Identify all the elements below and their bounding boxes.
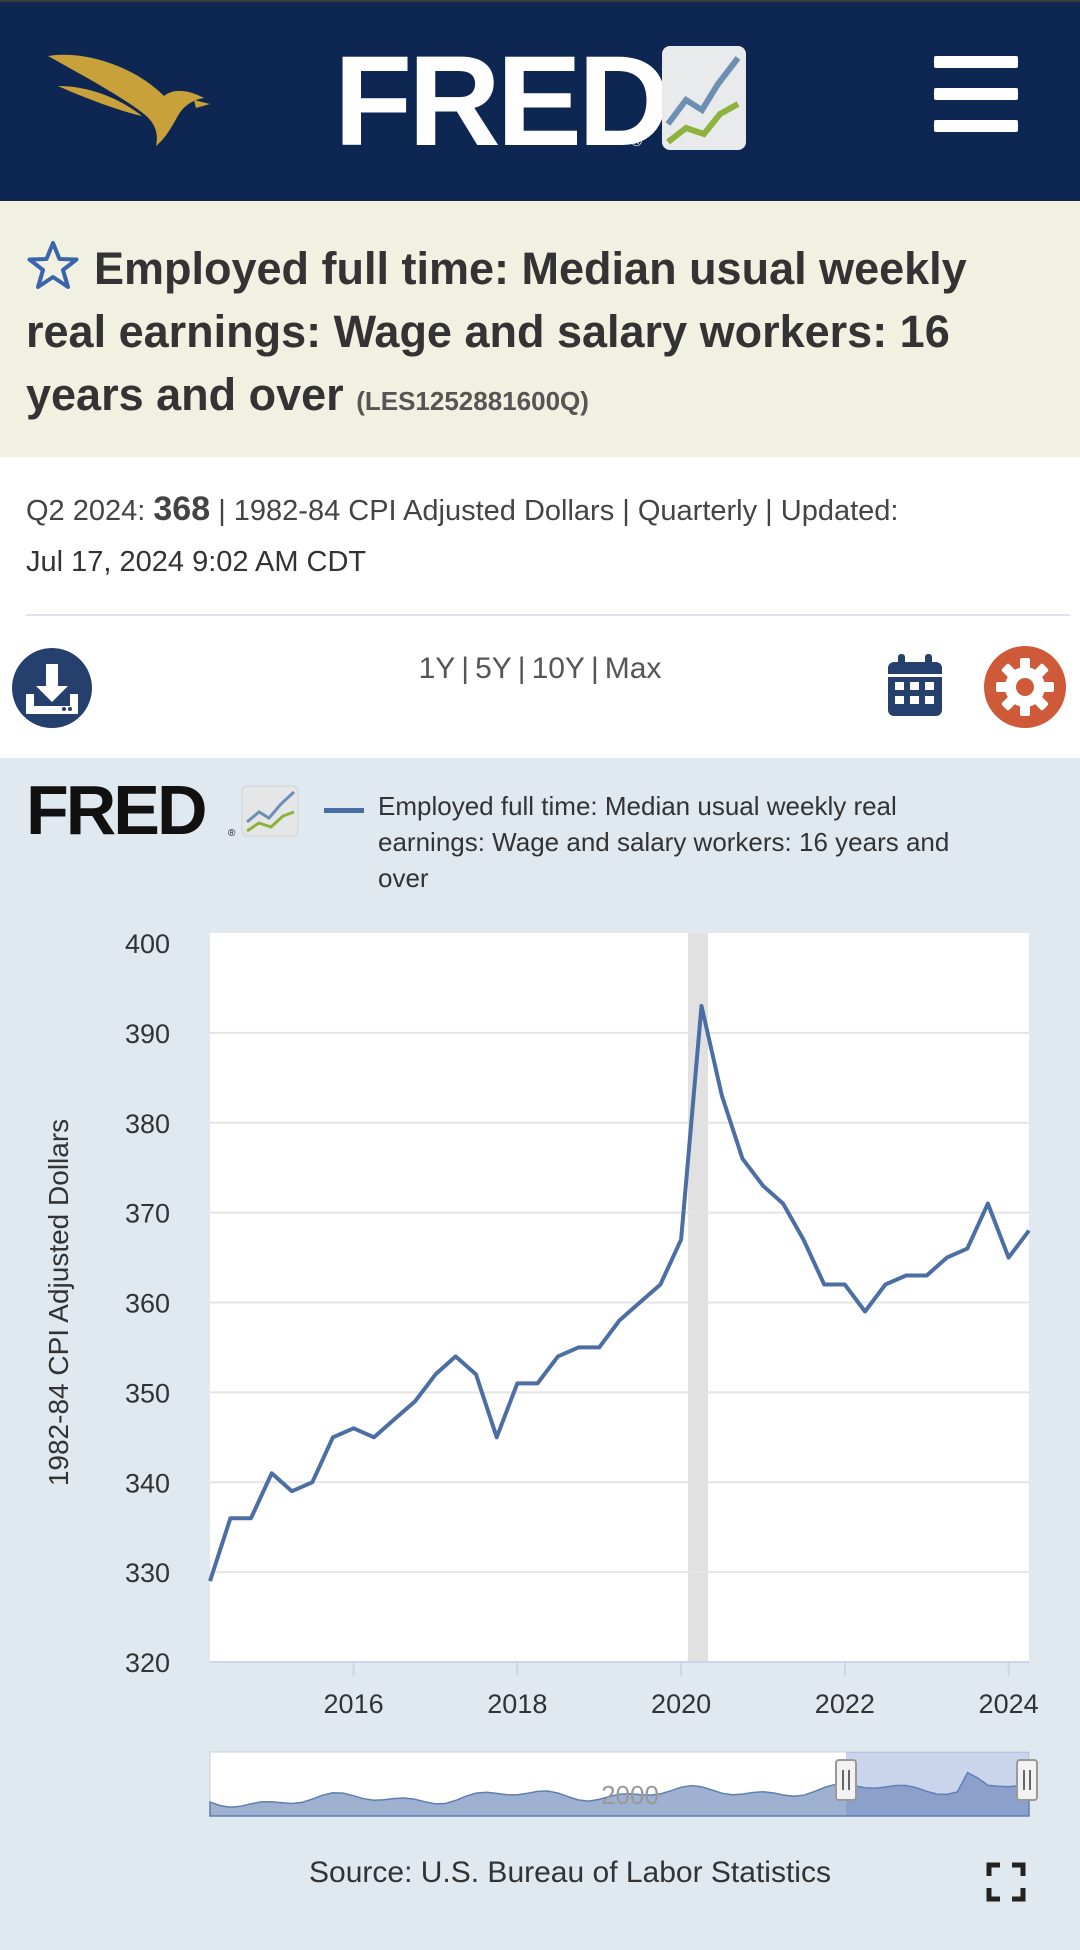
x-tick-label: 2018	[487, 1689, 547, 1719]
x-tick-label: 2024	[979, 1689, 1039, 1719]
navigator-handle[interactable]	[835, 1759, 857, 1801]
y-tick-label: 380	[125, 1109, 170, 1139]
navigator-label: 2000	[601, 1780, 659, 1810]
settings-button[interactable]	[984, 646, 1066, 728]
y-tick-label: 330	[125, 1558, 170, 1588]
series-meta: Q2 2024: 368 | 1982-84 CPI Adjusted Doll…	[26, 484, 1056, 588]
registered-mark: ®	[631, 133, 643, 150]
svg-text:®: ®	[228, 828, 236, 839]
series-title: Employed full time: Median usual weekly …	[26, 237, 1056, 433]
fed-eagle-logo-icon[interactable]	[44, 46, 214, 151]
divider	[26, 614, 1070, 616]
top-nav-bar: FRED ®	[0, 0, 1080, 201]
chart-fred-wordmark: FRED	[26, 778, 205, 842]
series-title-band: Employed full time: Median usual weekly …	[0, 201, 1080, 457]
range-5y-link[interactable]: 5Y	[475, 652, 512, 685]
chart-fred-logo: FRED ®	[26, 778, 299, 842]
x-tick-label: 2016	[324, 1689, 384, 1719]
latest-value: 368	[153, 490, 211, 528]
plot-background	[210, 933, 1029, 1662]
gear-icon	[996, 658, 1054, 716]
download-icon	[26, 664, 78, 714]
y-tick-label: 370	[125, 1199, 170, 1229]
range-max-link[interactable]: Max	[604, 652, 662, 685]
fred-wordmark: FRED	[334, 30, 670, 173]
y-axis-label: 1982-84 CPI Adjusted Dollars	[43, 1119, 74, 1486]
source-credit: Source: U.S. Bureau of Labor Statistics	[309, 1856, 831, 1889]
series-title-text: Employed full time: Median usual weekly …	[26, 243, 967, 420]
date-range-links: 1Y | 5Y | 10Y | Max	[418, 652, 662, 685]
fullscreen-icon[interactable]	[986, 1862, 1026, 1902]
y-tick-label: 350	[125, 1378, 170, 1408]
range-10y-link[interactable]: 10Y	[531, 652, 585, 685]
legend-series-swatch	[324, 808, 364, 813]
y-tick-label: 400	[125, 929, 170, 959]
chart-fred-trend-icon	[241, 785, 299, 837]
y-tick-label: 390	[125, 1019, 170, 1049]
calendar-button[interactable]	[884, 652, 946, 720]
line-chart[interactable]: 320 330 340 350 360 370 380 390 400 2016 2018 2020 2…	[0, 758, 1080, 1818]
y-tick-label: 340	[125, 1468, 170, 1498]
updated-timestamp: Jul 17, 2024 9:02 AM CDT	[26, 546, 367, 578]
series-id: (LES1252881600Q)	[356, 386, 589, 416]
fred-chart-logo-icon	[662, 46, 746, 150]
y-tick-label: 320	[125, 1648, 170, 1678]
range-1y-link[interactable]: 1Y	[418, 652, 456, 685]
series-meta-details: | 1982-84 CPI Adjusted Dollars | Quarter…	[218, 495, 899, 527]
navigator-selection	[846, 1752, 1029, 1816]
download-button[interactable]	[12, 648, 92, 728]
latest-period: Q2 2024:	[26, 495, 146, 527]
series-line	[208, 1003, 1031, 1582]
navigator-handle[interactable]	[1016, 1759, 1038, 1801]
legend-series-label[interactable]: Employed full time: Median usual weekly …	[378, 791, 950, 893]
star-favorite-icon[interactable]	[26, 240, 80, 292]
menu-hamburger-icon[interactable]	[934, 56, 1018, 132]
calendar-icon	[888, 654, 942, 716]
navigator-series	[209, 1771, 1030, 1817]
y-tick-label: 360	[125, 1289, 170, 1319]
x-tick-label: 2020	[651, 1689, 711, 1719]
chart-area: FRED ® Employed full time: Median usual …	[0, 758, 1080, 1950]
x-tick-label: 2022	[815, 1689, 875, 1719]
